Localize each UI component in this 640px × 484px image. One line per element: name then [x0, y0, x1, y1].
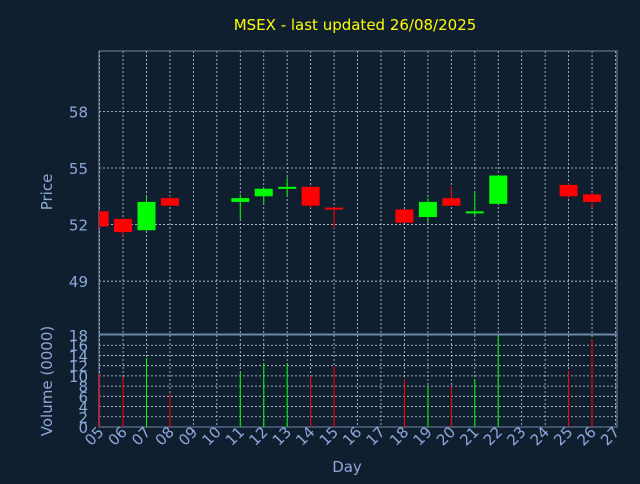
candle-body: [278, 186, 297, 189]
chart-title: MSEX - last updated 26/08/2025: [234, 16, 477, 34]
candle-body: [489, 175, 508, 204]
candle-body: [231, 198, 250, 202]
x-axis-label: Day: [332, 458, 362, 476]
volume-tick-label: 4: [78, 399, 88, 417]
candle-body: [395, 209, 414, 223]
candle-body: [160, 198, 179, 206]
candle-body: [465, 211, 484, 214]
candle-body: [325, 207, 344, 210]
candle-body: [99, 211, 109, 227]
price-tick-label: 49: [69, 273, 88, 291]
candle-body: [418, 201, 437, 218]
price-axis-label: Price: [38, 174, 56, 211]
candle-body: [114, 218, 133, 233]
volume-tick-label: 14: [69, 347, 88, 365]
volume-tick-label: 18: [69, 327, 88, 345]
volume-tick-label: 8: [78, 378, 88, 396]
volume-tick-label: 0: [78, 419, 88, 437]
price-panel-frame: [98, 50, 618, 335]
volume-tick-label: 16: [69, 337, 88, 355]
price-tick-label: 55: [69, 160, 88, 178]
volume-tick-label: 2: [78, 409, 88, 427]
volume-axis-label: Volume (0000): [38, 326, 56, 436]
candle-body: [254, 188, 273, 197]
volume-tick-label: 10: [69, 368, 88, 386]
volume-tick-label: 6: [78, 388, 88, 406]
price-tick-label: 52: [69, 217, 88, 235]
candle-body: [137, 201, 156, 231]
candle-body: [442, 198, 461, 206]
volume-tick-label: 12: [69, 358, 88, 376]
candle-body: [301, 186, 320, 206]
candle-body: [583, 194, 602, 202]
candle-body: [559, 184, 578, 197]
volume-panel-frame: [98, 334, 618, 428]
price-tick-label: 58: [69, 103, 88, 121]
